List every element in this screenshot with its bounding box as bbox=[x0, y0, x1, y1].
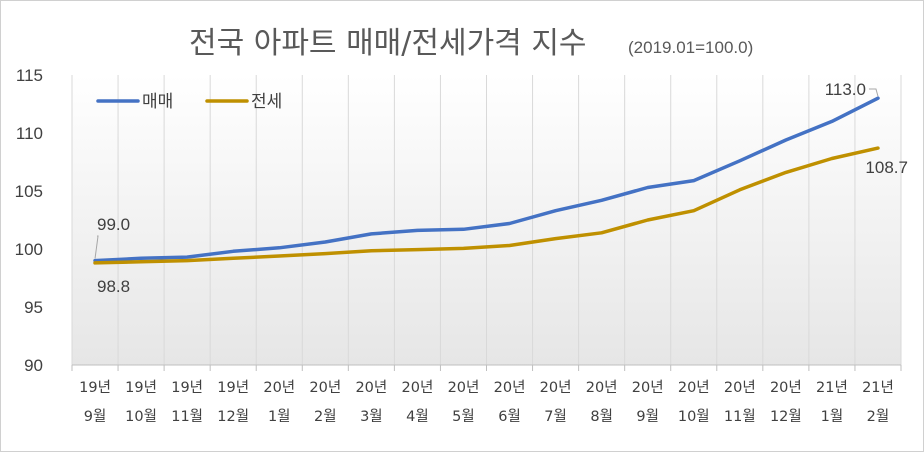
x-tick-label-month: 5월 bbox=[452, 408, 475, 425]
x-tick-label-month: 7월 bbox=[544, 408, 567, 425]
legend-label-0: 매매 bbox=[142, 92, 173, 112]
x-tick-label-year: 20년 bbox=[263, 379, 295, 396]
x-tick-label-year: 20년 bbox=[309, 379, 341, 396]
x-tick-label-month: 8월 bbox=[590, 408, 613, 425]
x-tick-label-month: 9월 bbox=[636, 408, 659, 425]
y-tick-label: 105 bbox=[15, 182, 43, 201]
x-tick-label-year: 20년 bbox=[770, 379, 802, 396]
x-tick-label-month: 1월 bbox=[821, 408, 844, 425]
data-label: 113.0 bbox=[825, 80, 866, 99]
x-tick-label-month: 4월 bbox=[406, 408, 429, 425]
x-tick-label-year: 20년 bbox=[494, 379, 526, 396]
x-tick-label-month: 11월 bbox=[724, 408, 756, 425]
data-label: 108.7 bbox=[865, 158, 908, 177]
y-tick-label: 100 bbox=[15, 240, 43, 259]
x-tick-label-year: 21년 bbox=[816, 379, 848, 396]
legend-label-1: 전세 bbox=[251, 92, 282, 112]
x-tick-label-year: 19년 bbox=[79, 379, 111, 396]
x-tick-label-year: 20년 bbox=[448, 379, 480, 396]
data-label: 98.8 bbox=[97, 277, 130, 296]
x-tick-label-year: 20년 bbox=[355, 379, 387, 396]
x-tick-label-year: 19년 bbox=[217, 379, 249, 396]
x-tick-label-month: 2월 bbox=[867, 408, 890, 425]
x-tick-label-month: 9월 bbox=[84, 408, 107, 425]
x-tick-label-month: 1월 bbox=[268, 408, 291, 425]
x-tick-label-month: 12월 bbox=[770, 408, 802, 425]
x-tick-label-year: 20년 bbox=[678, 379, 710, 396]
y-tick-label: 115 bbox=[16, 66, 43, 85]
x-tick-label-month: 3월 bbox=[360, 408, 383, 425]
x-tick-label-year: 20년 bbox=[586, 379, 618, 396]
x-tick-label-month: 12월 bbox=[217, 408, 249, 425]
y-tick-label: 95 bbox=[24, 298, 43, 317]
x-tick-label-month: 10월 bbox=[678, 408, 710, 425]
x-tick-label-month: 11월 bbox=[171, 408, 203, 425]
chart-subtitle: (2019.01=100.0) bbox=[628, 38, 753, 57]
x-tick-label-year: 20년 bbox=[402, 379, 434, 396]
chart-title: 전국 아파트 매매/전세가격 지수 bbox=[189, 26, 587, 61]
x-tick-label-month: 10월 bbox=[125, 408, 157, 425]
x-tick-label-year: 20년 bbox=[540, 379, 572, 396]
series-line-1 bbox=[93, 146, 880, 265]
series-line-0 bbox=[93, 96, 880, 263]
x-tick-label-month: 6월 bbox=[498, 408, 521, 425]
y-tick-label: 110 bbox=[16, 124, 43, 143]
x-tick-label-year: 19년 bbox=[125, 379, 157, 396]
y-tick-label: 90 bbox=[24, 356, 43, 375]
x-tick-label-year: 20년 bbox=[632, 379, 664, 396]
x-tick-label-month: 2월 bbox=[314, 408, 337, 425]
x-tick-label-year: 19년 bbox=[171, 379, 203, 396]
x-tick-label-year: 20년 bbox=[724, 379, 756, 396]
data-label: 99.0 bbox=[97, 215, 130, 234]
x-tick-label-year: 21년 bbox=[862, 379, 894, 396]
leader-line bbox=[868, 88, 879, 97]
leader-line bbox=[94, 235, 99, 259]
